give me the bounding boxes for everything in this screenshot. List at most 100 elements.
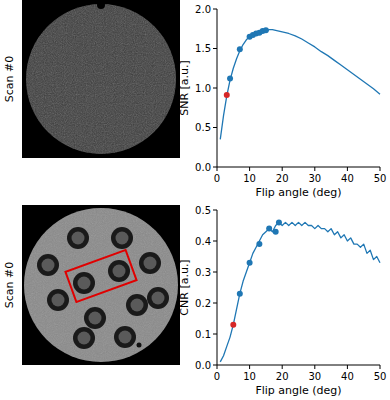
point [276, 219, 282, 225]
y-tick-label: 0.0 [195, 360, 211, 371]
point [266, 226, 272, 232]
x-tick [249, 365, 250, 369]
x-tick [282, 167, 283, 171]
vial-core [152, 292, 165, 305]
image-background [22, 205, 180, 365]
vial-core [119, 331, 132, 344]
chart: 010203040500.00.10.20.30.40.5Flip angle … [178, 205, 386, 398]
x-tick [217, 167, 218, 171]
y-tick [213, 334, 217, 335]
y-tick-label: 0.3 [195, 267, 211, 278]
y-axis-label: CNR [a.u.] [178, 259, 191, 315]
vial [67, 227, 89, 249]
x-tick [282, 365, 283, 369]
vial [37, 254, 59, 276]
y-tick-label: 1.5 [195, 43, 211, 54]
phantom [26, 4, 176, 154]
y-tick [213, 272, 217, 273]
y-tick [213, 365, 217, 366]
image-background [22, 0, 180, 158]
y-tick-label: 0.4 [195, 236, 211, 247]
y-tick [213, 88, 217, 89]
point [256, 241, 262, 247]
x-tick [347, 167, 348, 171]
vial-core [52, 294, 65, 307]
y-tick [213, 241, 217, 242]
y-tick [213, 303, 217, 304]
vial [108, 260, 130, 282]
x-tick [380, 365, 381, 369]
scan-image [22, 205, 180, 365]
vial [111, 227, 133, 249]
vial-core [78, 332, 91, 345]
x-tick [314, 167, 315, 171]
x-tick-label: 40 [341, 173, 354, 184]
line [220, 222, 380, 362]
x-tick-label: 20 [276, 371, 289, 382]
point [263, 27, 269, 33]
vial [114, 326, 136, 348]
point [247, 260, 253, 266]
vial-core [131, 299, 144, 312]
x-tick-label: 40 [341, 371, 354, 382]
phantom-noise [24, 208, 178, 362]
point [237, 291, 243, 297]
y-axis-label: SNR [a.u.] [178, 60, 191, 116]
x-axis [217, 365, 380, 366]
vial [47, 289, 69, 311]
x-tick-label: 30 [308, 371, 321, 382]
vial-core [89, 312, 102, 325]
x-axis-label: Flip angle (deg) [255, 384, 341, 397]
vial-core [116, 232, 129, 245]
y-axis [217, 210, 218, 365]
x-tick [380, 167, 381, 171]
dot [137, 343, 142, 348]
x-tick-label: 10 [243, 173, 256, 184]
y-tick [213, 9, 217, 10]
x-axis-label: Flip angle (deg) [255, 186, 341, 199]
x-tick-label: 10 [243, 371, 256, 382]
point [237, 46, 243, 52]
vial-core [113, 265, 126, 278]
x-tick-label: 50 [374, 173, 387, 184]
x-tick-label: 0 [214, 371, 220, 382]
x-tick [347, 365, 348, 369]
vial [139, 252, 161, 274]
vial [147, 287, 169, 309]
x-tick-label: 20 [276, 173, 289, 184]
x-tick [249, 167, 250, 171]
y-tick-label: 0.1 [195, 329, 211, 340]
y-tick-label: 1.0 [195, 83, 211, 94]
roi [65, 250, 136, 302]
chart: 010203040500.00.51.01.52.0Flip angle (de… [178, 4, 386, 200]
x-tick [314, 365, 315, 369]
plot-area [220, 27, 380, 139]
phantom-notch [97, 1, 105, 9]
y-tick-label: 0.5 [195, 122, 211, 133]
vial [84, 307, 106, 329]
x-axis [217, 167, 380, 168]
vial [73, 272, 95, 294]
vial-core [72, 232, 85, 245]
figure: Scan #0 Scan #0 0 10 20 30 40 50 0.0 0.5 1.0 1.5 2.0… [0, 0, 390, 400]
vial [73, 327, 95, 349]
vial-core [78, 277, 91, 290]
y-tick [213, 210, 217, 211]
point [227, 76, 233, 82]
x-tick-label: 30 [308, 173, 321, 184]
x-tick-label: 50 [374, 371, 387, 382]
y-tick [213, 127, 217, 128]
plot-area [220, 219, 380, 362]
y-tick-label: 2.0 [195, 4, 211, 15]
vial [126, 294, 148, 316]
scan-label: Scan #0 [3, 56, 16, 102]
scan-image [22, 0, 180, 158]
point [230, 322, 236, 328]
scan-label: Scan #0 [3, 262, 16, 308]
x-tick-label: 0 [214, 173, 220, 184]
phantom [24, 208, 178, 362]
point [273, 229, 279, 235]
y-tick [213, 167, 217, 168]
point [224, 92, 230, 98]
x-tick [217, 365, 218, 369]
